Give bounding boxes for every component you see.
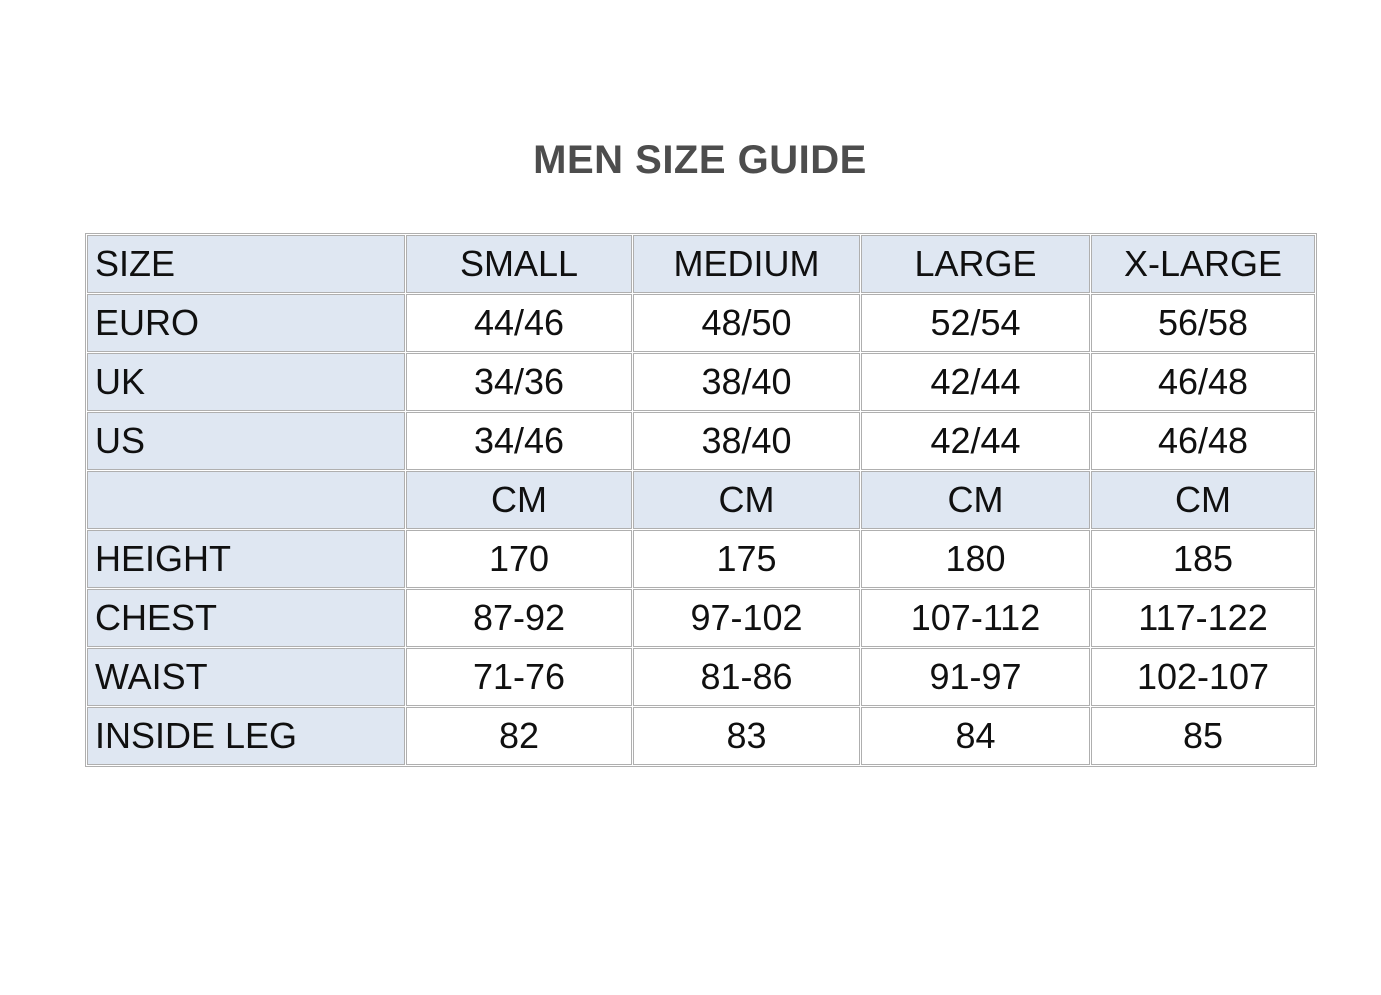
value-cell: 42/44 <box>861 412 1090 470</box>
value-cell: 52/54 <box>861 294 1090 352</box>
value-cell: 117-122 <box>1091 589 1315 647</box>
row-label-cell: US <box>87 412 405 470</box>
row-label-cell: HEIGHT <box>87 530 405 588</box>
size-table: SIZE SMALL MEDIUM LARGE X-LARGE EURO 44/… <box>85 233 1317 767</box>
value-cell: 46/48 <box>1091 412 1315 470</box>
row-label-cell <box>87 471 405 529</box>
value-cell: 44/46 <box>406 294 632 352</box>
row-label-cell: EURO <box>87 294 405 352</box>
table-row-inside-leg: INSIDE LEG 82 83 84 85 <box>87 707 1315 765</box>
unit-cell: CM <box>1091 471 1315 529</box>
value-cell: 48/50 <box>633 294 860 352</box>
value-cell: 185 <box>1091 530 1315 588</box>
value-cell: 97-102 <box>633 589 860 647</box>
column-header-small: SMALL <box>406 235 632 293</box>
unit-cell: CM <box>406 471 632 529</box>
value-cell: 84 <box>861 707 1090 765</box>
column-header-x-large: X-LARGE <box>1091 235 1315 293</box>
size-guide-content: MEN SIZE GUIDE SIZE SMALL MEDIUM LARGE X… <box>85 0 1317 767</box>
column-header-size: SIZE <box>87 235 405 293</box>
table-row-chest: CHEST 87-92 97-102 107-112 117-122 <box>87 589 1315 647</box>
table-row-waist: WAIST 71-76 81-86 91-97 102-107 <box>87 648 1315 706</box>
value-cell: 46/48 <box>1091 353 1315 411</box>
value-cell: 34/46 <box>406 412 632 470</box>
column-header-large: LARGE <box>861 235 1090 293</box>
table-row-height: HEIGHT 170 175 180 185 <box>87 530 1315 588</box>
table-row-euro: EURO 44/46 48/50 52/54 56/58 <box>87 294 1315 352</box>
row-label-cell: UK <box>87 353 405 411</box>
value-cell: 82 <box>406 707 632 765</box>
row-label-cell: INSIDE LEG <box>87 707 405 765</box>
value-cell: 42/44 <box>861 353 1090 411</box>
header-row: SIZE SMALL MEDIUM LARGE X-LARGE <box>87 235 1315 293</box>
value-cell: 38/40 <box>633 412 860 470</box>
value-cell: 87-92 <box>406 589 632 647</box>
row-label-cell: WAIST <box>87 648 405 706</box>
value-cell: 56/58 <box>1091 294 1315 352</box>
value-cell: 85 <box>1091 707 1315 765</box>
value-cell: 175 <box>633 530 860 588</box>
unit-cell: CM <box>633 471 860 529</box>
unit-cell: CM <box>861 471 1090 529</box>
row-label-cell: CHEST <box>87 589 405 647</box>
table-row-us: US 34/46 38/40 42/44 46/48 <box>87 412 1315 470</box>
value-cell: 34/36 <box>406 353 632 411</box>
value-cell: 170 <box>406 530 632 588</box>
value-cell: 102-107 <box>1091 648 1315 706</box>
value-cell: 71-76 <box>406 648 632 706</box>
column-header-medium: MEDIUM <box>633 235 860 293</box>
value-cell: 180 <box>861 530 1090 588</box>
table-row-cm-units: CM CM CM CM <box>87 471 1315 529</box>
table-row-uk: UK 34/36 38/40 42/44 46/48 <box>87 353 1315 411</box>
value-cell: 81-86 <box>633 648 860 706</box>
value-cell: 107-112 <box>861 589 1090 647</box>
value-cell: 38/40 <box>633 353 860 411</box>
value-cell: 83 <box>633 707 860 765</box>
value-cell: 91-97 <box>861 648 1090 706</box>
page-title: MEN SIZE GUIDE <box>533 138 867 182</box>
